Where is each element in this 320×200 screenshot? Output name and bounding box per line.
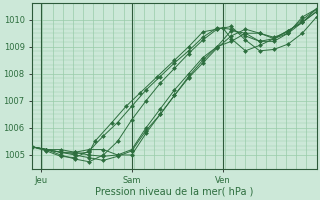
X-axis label: Pression niveau de la mer( hPa ): Pression niveau de la mer( hPa ) xyxy=(95,187,253,197)
